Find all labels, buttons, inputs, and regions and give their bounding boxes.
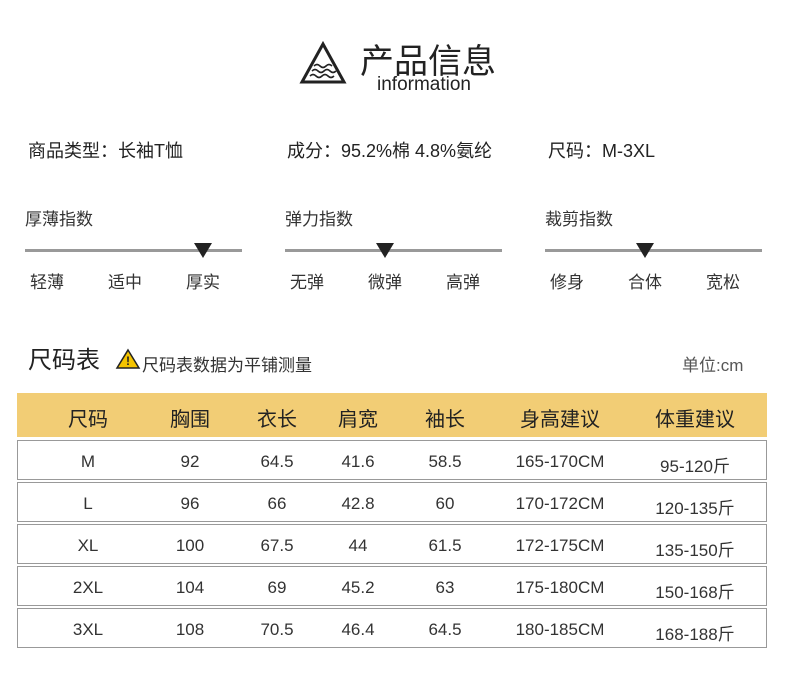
table-cell: 170-172CM [515,494,605,513]
title: 产品信息 [360,43,496,81]
table-cell: 64.5 [428,620,462,639]
table-cell: 92 [180,452,200,471]
column-header: 胸围 [170,409,210,431]
scale-marker [194,243,212,258]
table-cell: 42.8 [341,494,375,513]
table-cell: 172-175CM [515,536,605,555]
table-title: 尺码表 [28,347,100,374]
column-header: 肩宽 [338,409,378,431]
table-cell: 45.2 [341,578,375,597]
svg-text:!: ! [126,354,130,368]
table-row [17,608,767,648]
scale-option: 宽松 [706,273,740,292]
column-header: 尺码 [68,409,108,431]
table-cell: 66 [267,494,287,513]
table-cell: 96 [180,494,200,513]
table-cell: M [80,452,96,471]
scale-title: 弹力指数 [285,210,353,229]
table-cell: 95-120斤 [660,457,730,476]
attribute: 尺码：M-3XL [548,141,656,161]
scale-option: 轻薄 [30,273,64,292]
scale-option: 无弹 [290,273,324,292]
column-header: 体重建议 [655,409,735,431]
table-cell: 60 [435,494,455,513]
scale-title: 厚薄指数 [25,210,93,229]
table-cell: 175-180CM [515,578,605,597]
table-row [17,566,767,606]
table-cell: 168-188斤 [655,625,735,644]
scale-option: 合体 [628,273,662,292]
table-cell: 70.5 [260,620,294,639]
column-header: 衣长 [257,409,297,431]
table-cell: L [83,494,93,513]
table-cell: 41.6 [341,452,375,471]
table-cell: 64.5 [260,452,294,471]
table-row [17,524,767,564]
table-cell: 3XL [72,620,104,639]
table-cell: 58.5 [428,452,462,471]
table-note: 尺码表数据为平铺测量 [142,356,312,375]
table-row [17,440,767,480]
table-cell: 2XL [72,578,104,597]
table-cell: 44 [348,536,368,555]
table-cell: 100 [175,536,205,555]
attribute: 成分：95.2%棉 4.8%氨纶 [287,141,493,161]
warning-icon: ! [115,348,141,369]
table-cell: 67.5 [260,536,294,555]
table-cell: 61.5 [428,536,462,555]
table-cell: 69 [267,578,287,597]
info-icon [299,40,347,84]
scale-option: 微弹 [368,273,402,292]
column-header: 袖长 [425,409,465,431]
table-cell: 63 [435,578,455,597]
column-header: 身高建议 [520,409,600,431]
table-unit: 单位:cm [682,356,744,375]
scale-option: 高弹 [446,273,480,292]
table-cell: 120-135斤 [655,499,735,518]
table-row [17,482,767,522]
scale-line [25,249,242,252]
scale-option: 厚实 [186,273,220,292]
table-cell: 104 [175,578,205,597]
scale-marker [376,243,394,258]
table-cell: 135-150斤 [655,541,735,560]
scale-marker [636,243,654,258]
scale-option: 修身 [550,273,584,292]
table-cell: 108 [175,620,205,639]
attribute: 商品类型：长袖T恤 [28,141,183,161]
table-cell: 165-170CM [515,452,605,471]
table-cell: 180-185CM [515,620,605,639]
table-cell: XL [77,536,99,555]
table-cell: 46.4 [341,620,375,639]
scale-title: 裁剪指数 [545,210,613,229]
subtitle: information [377,74,471,95]
scale-option: 适中 [108,273,142,292]
table-header-bg [17,393,767,437]
table-cell: 150-168斤 [655,583,735,602]
